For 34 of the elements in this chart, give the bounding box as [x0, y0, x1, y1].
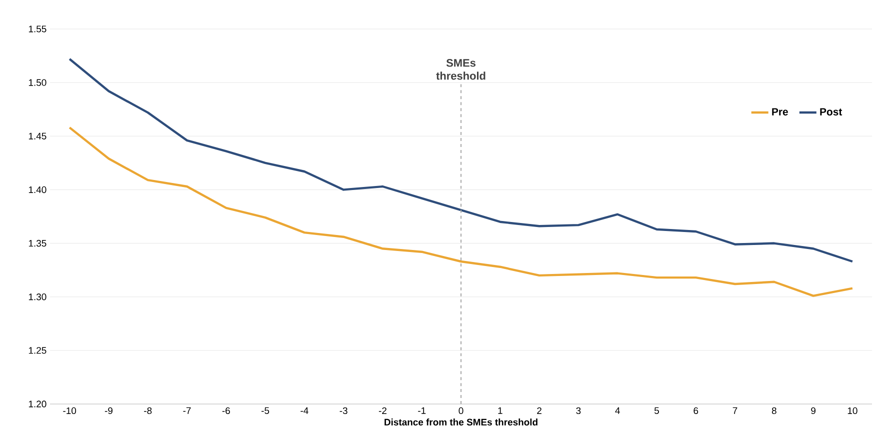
x-tick-label: -6 [222, 407, 230, 414]
x-tick-label: 4 [615, 407, 620, 414]
line-series [68, 126, 854, 297]
ref-line-label: SMEs threshold [436, 59, 486, 80]
x-tick-label: 10 [848, 407, 858, 414]
x-tick-label: -2 [378, 407, 386, 414]
x-tick-label: -3 [340, 407, 348, 414]
y-tick-label: 1.35 [28, 240, 46, 247]
legend-label: Post [820, 108, 842, 116]
x-tick-label: 8 [772, 407, 776, 414]
x-tick-label: 9 [811, 407, 816, 414]
y-tick-label: 1.20 [28, 400, 46, 408]
x-tick-label: 2 [537, 407, 542, 414]
x-tick-label: 3 [576, 407, 581, 414]
x-tick-label: -9 [104, 407, 112, 414]
x-tick-label: 1 [498, 407, 502, 414]
x-tick-label: -7 [183, 407, 191, 414]
x-axis-title: Distance from the SMEs threshold [384, 418, 538, 426]
x-tick-label: -5 [262, 407, 270, 414]
y-tick-label: 1.50 [28, 79, 46, 86]
y-tick-label: 1.55 [28, 26, 46, 32]
y-tick-label: 1.25 [28, 347, 46, 354]
x-tick-label: 0 [458, 407, 464, 414]
y-tick-label: 1.30 [28, 294, 46, 300]
x-tick-label: -8 [144, 407, 152, 414]
y-tick-label: 1.40 [28, 186, 46, 194]
x-tick-label: 6 [694, 407, 698, 414]
x-tick-label: -10 [63, 407, 76, 414]
x-tick-label: -4 [300, 407, 308, 414]
x-tick-label: -1 [418, 407, 426, 414]
x-tick-label: 5 [654, 407, 659, 414]
y-tick-label: 1.45 [28, 132, 46, 140]
legend-label: Pre [772, 108, 788, 116]
x-tick-label: 7 [732, 407, 738, 414]
